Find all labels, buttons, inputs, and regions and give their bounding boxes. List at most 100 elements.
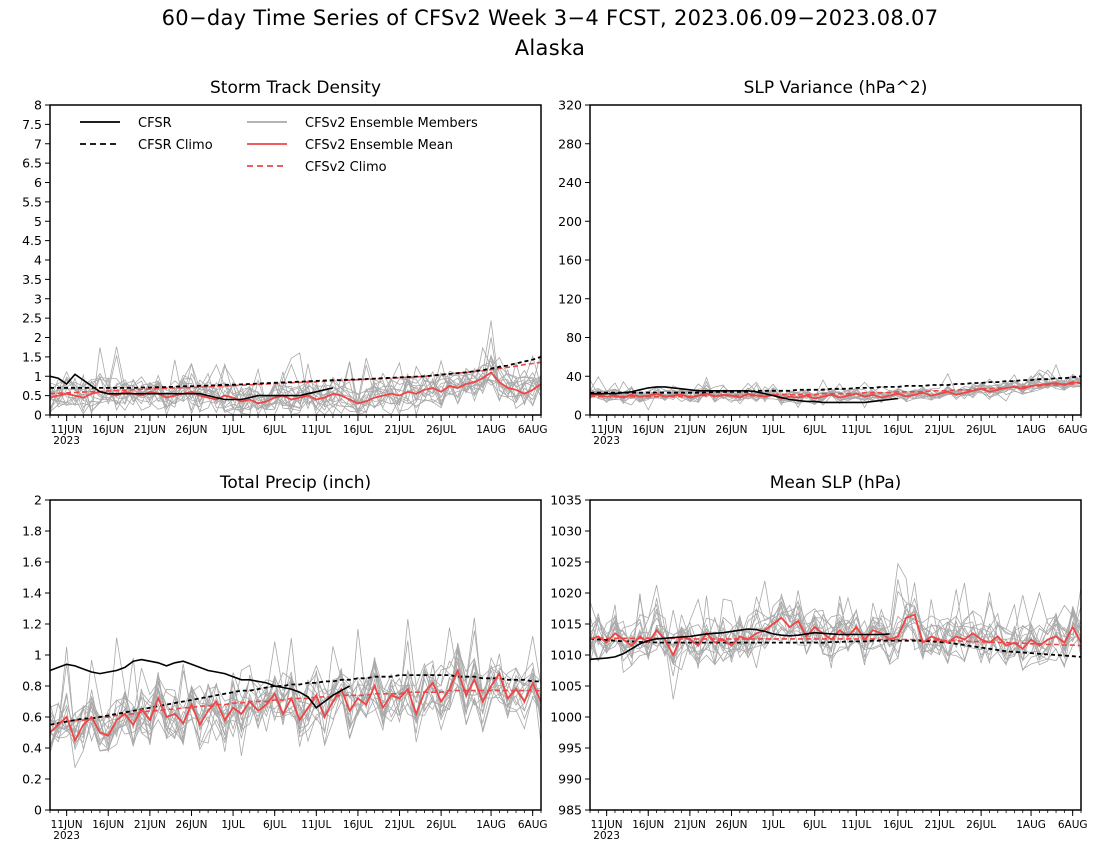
ensemble-member-line xyxy=(50,670,541,748)
x-tick-label: 11JUN xyxy=(591,424,623,436)
x-tick-label: 11JUL xyxy=(841,819,871,831)
cfsv2-ensemble-mean-line xyxy=(590,381,1081,400)
panel-title: Mean SLP (hPa) xyxy=(770,473,902,493)
ensemble-member-line xyxy=(590,375,1081,404)
x-year-label: 2023 xyxy=(53,830,80,842)
y-tick-label: 6 xyxy=(34,175,42,190)
x-tick-label: 1JUL xyxy=(221,424,244,436)
x-year-label: 2023 xyxy=(53,435,80,447)
y-tick-label: 240 xyxy=(558,175,582,190)
x-tick-label: 11JUL xyxy=(301,424,331,436)
y-tick-label: 0.4 xyxy=(22,741,42,756)
y-tick-label: 1010 xyxy=(550,648,582,663)
ensemble-member-line xyxy=(590,381,1081,409)
y-tick-label: 0.5 xyxy=(22,388,42,403)
y-tick-label: 2.5 xyxy=(22,311,42,326)
ensemble-member-line xyxy=(590,595,1081,669)
panel-2 xyxy=(585,104,1082,421)
y-tick-label: 0 xyxy=(34,803,42,818)
x-tick-label: 16JUN xyxy=(92,819,124,831)
y-tick-label: 1000 xyxy=(550,710,582,725)
x-tick-label: 6JUL xyxy=(803,424,826,436)
y-tick-label: 5 xyxy=(34,214,42,229)
x-tick-label: 6JUL xyxy=(263,819,286,831)
x-tick-label: 1JUL xyxy=(761,424,784,436)
cfsr_climo-legend-label: CFSR Climo xyxy=(138,138,213,153)
x-tick-label: 1AUG xyxy=(1016,424,1046,436)
ensemble-member-line xyxy=(50,362,541,415)
ensemble-member-line xyxy=(50,361,541,415)
y-tick-label: 1 xyxy=(34,369,42,384)
x-tick-label: 26JUL xyxy=(426,424,456,436)
y-tick-label: 3 xyxy=(34,291,42,306)
y-tick-label: 1 xyxy=(34,648,42,663)
cfsv2_climo-legend-label: CFSv2 Climo xyxy=(305,160,387,175)
y-tick-label: 280 xyxy=(558,136,582,151)
ensemble-member-line xyxy=(50,346,541,415)
y-tick-label: 0.2 xyxy=(22,772,42,787)
cfsr-climo-line xyxy=(590,375,1081,394)
cfsr-line xyxy=(50,658,350,709)
figure-title: 60−day Time Series of CFSv2 Week 3−4 FCS… xyxy=(161,6,939,30)
x-tick-label: 1AUG xyxy=(476,819,506,831)
cfsr-legend-label: CFSR xyxy=(138,116,172,131)
x-tick-label: 21JUL xyxy=(385,424,415,436)
x-tick-label: 21JUN xyxy=(674,424,706,436)
y-tick-label: 4.5 xyxy=(22,233,42,248)
y-tick-label: 0.8 xyxy=(22,679,42,694)
x-tick-label: 6JUL xyxy=(263,424,286,436)
x-tick-label: 16JUN xyxy=(632,424,664,436)
y-tick-label: 1.5 xyxy=(22,349,42,364)
cfsv2-ensemble-mean-line xyxy=(50,668,541,743)
members-legend-label: CFSv2 Ensemble Members xyxy=(305,116,478,131)
x-tick-label: 11JUL xyxy=(841,424,871,436)
plot-frame xyxy=(49,104,542,416)
x-tick-label: 21JUL xyxy=(925,424,955,436)
plot-frame xyxy=(589,104,1082,416)
y-tick-label: 2 xyxy=(34,330,42,345)
x-tick-label: 26JUN xyxy=(715,819,747,831)
ensemble-member-line xyxy=(50,673,541,752)
cfsr-climo-line xyxy=(50,356,541,389)
x-tick-label: 6AUG xyxy=(1058,424,1088,436)
x-year-label: 2023 xyxy=(593,435,620,447)
y-tick-label: 1035 xyxy=(550,493,582,508)
plot-area xyxy=(590,363,1081,411)
x-tick-label: 16JUL xyxy=(883,424,913,436)
panel-title: Total Precip (inch) xyxy=(219,473,371,493)
plot-area xyxy=(50,320,541,415)
x-tick-label: 16JUN xyxy=(632,819,664,831)
x-tick-label: 21JUN xyxy=(674,819,706,831)
x-tick-label: 21JUL xyxy=(385,819,415,831)
ens_mean-legend-label: CFSv2 Ensemble Mean xyxy=(305,138,453,153)
panel-3 xyxy=(45,499,542,816)
x-tick-label: 6AUG xyxy=(1058,819,1088,831)
y-tick-label: 1030 xyxy=(550,524,582,539)
x-tick-label: 16JUL xyxy=(883,819,913,831)
y-tick-label: 5.5 xyxy=(22,194,42,209)
y-tick-label: 1005 xyxy=(550,679,582,694)
plot-frame xyxy=(589,499,1082,811)
x-tick-label: 6AUG xyxy=(518,819,548,831)
cfsr-line xyxy=(590,628,890,661)
y-tick-label: 320 xyxy=(558,98,582,113)
cfsr-climo-line xyxy=(590,638,1081,658)
y-tick-label: 160 xyxy=(558,253,582,268)
figure-subtitle: Alaska xyxy=(514,36,586,60)
y-tick-label: 995 xyxy=(558,741,582,756)
y-tick-label: 1.2 xyxy=(22,617,42,632)
y-tick-label: 8 xyxy=(34,98,42,113)
cfsr-line xyxy=(50,373,334,401)
legend xyxy=(80,121,287,167)
y-tick-label: 1020 xyxy=(550,586,582,601)
panel-title: Storm Track Density xyxy=(210,78,381,98)
x-tick-label: 21JUL xyxy=(925,819,955,831)
ensemble-member-line xyxy=(50,355,541,415)
x-tick-label: 21JUN xyxy=(134,424,166,436)
y-tick-label: 990 xyxy=(558,772,582,787)
y-tick-label: 200 xyxy=(558,214,582,229)
x-tick-label: 26JUL xyxy=(966,819,996,831)
x-tick-label: 1JUL xyxy=(761,819,784,831)
x-tick-label: 6JUL xyxy=(803,819,826,831)
